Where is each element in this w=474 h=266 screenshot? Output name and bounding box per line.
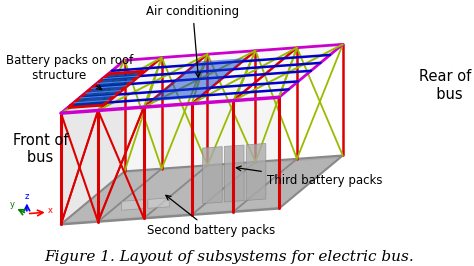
Polygon shape bbox=[224, 145, 244, 202]
Polygon shape bbox=[151, 164, 252, 215]
Polygon shape bbox=[64, 171, 165, 222]
Text: Rear of
  bus: Rear of bus bbox=[419, 69, 471, 102]
Text: Second battery packs: Second battery packs bbox=[147, 195, 275, 237]
Text: y: y bbox=[9, 200, 15, 209]
Text: Figure 1. Layout of subsystems for electric bus.: Figure 1. Layout of subsystems for elect… bbox=[44, 250, 414, 264]
Polygon shape bbox=[68, 71, 144, 108]
Polygon shape bbox=[239, 158, 339, 209]
Text: Battery packs on roof
       structure: Battery packs on roof structure bbox=[7, 54, 134, 90]
Polygon shape bbox=[246, 143, 266, 200]
Polygon shape bbox=[202, 147, 222, 203]
Polygon shape bbox=[61, 97, 279, 224]
Polygon shape bbox=[122, 200, 144, 210]
Polygon shape bbox=[61, 44, 343, 113]
Text: Third battery packs: Third battery packs bbox=[237, 166, 383, 187]
Polygon shape bbox=[150, 58, 246, 101]
Text: Air conditioning: Air conditioning bbox=[146, 5, 239, 77]
Text: Front of
   bus: Front of bus bbox=[13, 133, 69, 165]
Polygon shape bbox=[61, 156, 343, 224]
Text: x: x bbox=[48, 206, 53, 215]
Polygon shape bbox=[195, 161, 296, 212]
Polygon shape bbox=[148, 198, 170, 208]
Polygon shape bbox=[108, 168, 209, 218]
Polygon shape bbox=[61, 60, 125, 224]
Text: z: z bbox=[25, 192, 29, 201]
